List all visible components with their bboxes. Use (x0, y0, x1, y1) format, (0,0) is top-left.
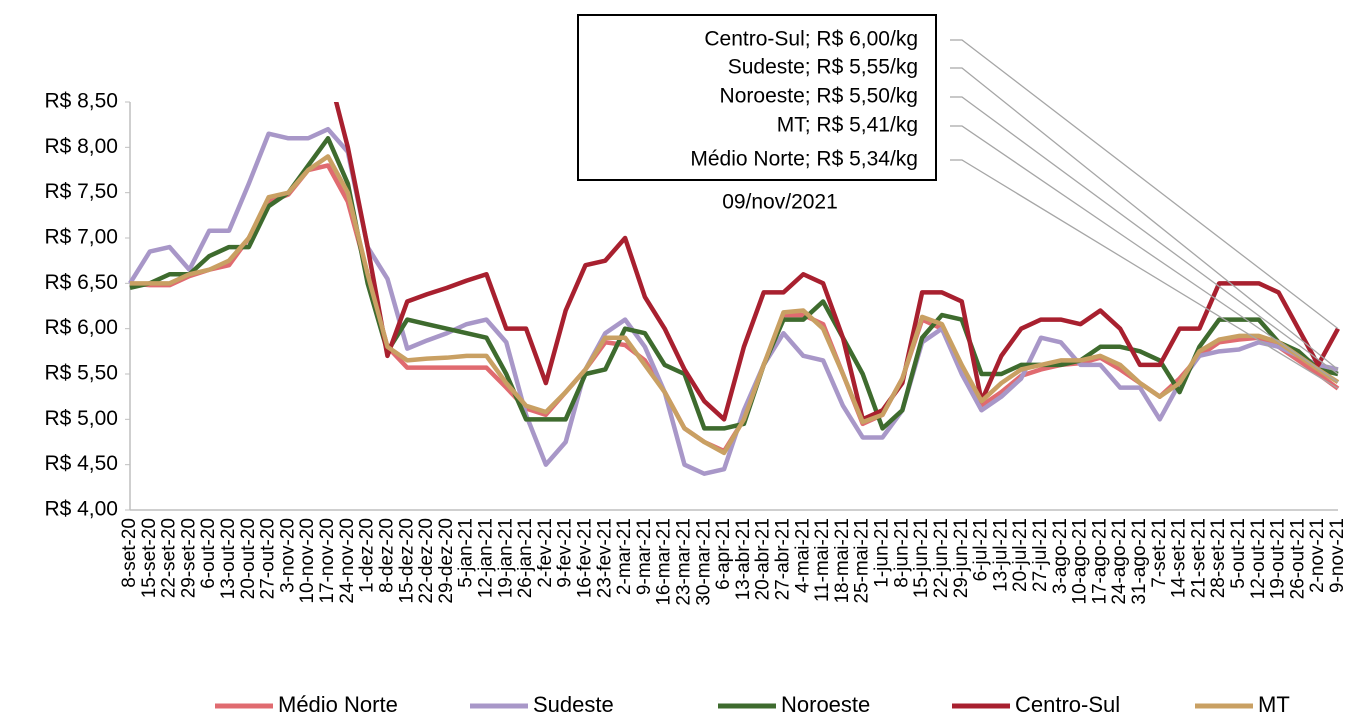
x-tick-label: 23-fev-21 (594, 518, 615, 598)
x-tick-label: 13-out-20 (218, 518, 239, 599)
x-tick-label: 8-dez-20 (376, 518, 397, 593)
y-tick-label: R$ 6,50 (44, 271, 118, 294)
y-tick-label: R$ 5,50 (44, 362, 118, 385)
x-tick-label: 2-nov-21 (1307, 518, 1328, 593)
legend-label: Médio Norte (278, 692, 398, 717)
x-tick-label: 25-mai-21 (852, 518, 873, 604)
legend-label: Centro-Sul (1015, 692, 1120, 717)
y-tick-label: R$ 8,50 (44, 90, 118, 113)
x-tick-label: 29-dez-20 (436, 518, 457, 604)
x-tick-label: 16-mar-21 (654, 518, 675, 606)
x-tick-label: 10-nov-20 (297, 518, 318, 604)
series-line (130, 154, 1340, 456)
legend-label: Sudeste (533, 692, 614, 717)
x-tick-label: 20-out-20 (238, 518, 259, 599)
y-tick-label: R$ 7,00 (44, 226, 118, 249)
x-tick-label: 6-apr-21 (713, 518, 734, 590)
x-tick-label: 31-ago-21 (1129, 518, 1150, 605)
y-tick-label: R$ 7,50 (44, 180, 118, 203)
x-tick-label: 12-out-21 (1248, 518, 1269, 599)
x-tick-label: 19-jan-21 (495, 518, 516, 598)
x-tick-label: 29-jun-21 (951, 518, 972, 598)
x-tick-label: 20-abr-21 (753, 518, 774, 600)
y-tick-label: R$ 6,00 (44, 316, 118, 339)
x-tick-label: 22-dez-20 (416, 518, 437, 604)
x-tick-label: 6-jul-21 (971, 518, 992, 581)
x-tick-label: 30-mar-21 (693, 518, 714, 606)
x-tick-label: 18-mai-21 (832, 518, 853, 604)
x-tick-label: 1-jun-21 (872, 518, 893, 588)
x-tick-label: 9-fev-21 (555, 518, 576, 588)
leader-line (950, 159, 1339, 390)
x-tick-label: 21-set-21 (1188, 518, 1209, 598)
x-tick-label: 5-jan-21 (456, 518, 477, 588)
x-tick-label: 17-nov-20 (317, 518, 338, 604)
annotation-date: 09/nov/2021 (722, 191, 838, 214)
series-line (129, 136, 1339, 431)
x-tick-label: 7-set-21 (1149, 518, 1170, 588)
x-tick-label: 15-jun-21 (911, 518, 932, 598)
x-tick-label: 23-mar-21 (674, 518, 695, 606)
x-tick-label: 8-set-20 (119, 518, 140, 588)
x-tick-label: 2-fev-21 (535, 518, 556, 588)
annotation: Centro-Sul; R$ 6,00/kg (704, 28, 918, 51)
x-tick-label: 5-out-21 (1228, 518, 1249, 589)
x-tick-label: 13-jul-21 (990, 518, 1011, 592)
legend-label: MT (1258, 692, 1290, 717)
y-tick-label: R$ 8,00 (44, 135, 118, 158)
x-tick-label: 8-jun-21 (891, 518, 912, 588)
x-tick-label: 16-fev-21 (574, 518, 595, 598)
series-line (333, 102, 1340, 422)
leader-line (950, 96, 1339, 375)
y-tick-label: R$ 4,00 (44, 498, 118, 521)
x-tick-label: 17-ago-21 (1089, 518, 1110, 605)
annotation: Sudeste; R$ 5,55/kg (728, 56, 918, 79)
x-tick-label: 14-set-21 (1169, 518, 1190, 598)
x-tick-label: 15-dez-20 (396, 518, 417, 604)
annotation: MT; R$ 5,41/kg (777, 114, 918, 137)
x-tick-label: 24-nov-20 (337, 518, 358, 604)
x-tick-label: 6-out-20 (198, 518, 219, 589)
annotation-box (577, 14, 937, 181)
x-tick-label: 10-ago-21 (1070, 518, 1091, 605)
x-tick-label: 11-mai-21 (812, 518, 833, 602)
x-tick-label: 12-jan-21 (475, 518, 496, 598)
x-tick-label: 4-mai-21 (792, 518, 813, 593)
x-tick-label: 15-set-20 (139, 518, 160, 598)
x-tick-label: 24-ago-21 (1109, 518, 1130, 605)
x-tick-label: 28-set-21 (1208, 518, 1229, 598)
x-tick-label: 20-jul-21 (1010, 518, 1031, 592)
annotation: Noroeste; R$ 5,50/kg (720, 85, 918, 108)
x-tick-label: 2-mar-21 (614, 518, 635, 595)
x-tick-label: 27-abr-21 (773, 518, 794, 600)
y-tick-label: R$ 4,50 (44, 452, 118, 475)
leader-line (950, 125, 1339, 383)
leader-line (950, 39, 1339, 330)
x-tick-label: 26-out-21 (1287, 518, 1308, 599)
x-tick-label: 9-mar-21 (634, 518, 655, 595)
x-tick-label: 13-abr-21 (733, 518, 754, 600)
annotation: Médio Norte; R$ 5,34/kg (690, 148, 918, 171)
legend-label: Noroeste (781, 692, 870, 717)
x-tick-label: 22-jun-21 (931, 518, 952, 598)
y-tick-label: R$ 5,00 (44, 407, 118, 430)
x-tick-label: 22-set-20 (159, 518, 180, 598)
leader-line (950, 67, 1339, 370)
x-tick-label: 19-out-21 (1268, 518, 1289, 599)
x-tick-label: 9-nov-21 (1327, 518, 1348, 593)
x-tick-label: 26-jan-21 (515, 518, 536, 598)
x-tick-label: 3-ago-21 (1050, 518, 1071, 594)
x-tick-label: 29-set-20 (178, 518, 199, 598)
x-tick-label: 27-jul-21 (1030, 518, 1051, 592)
x-tick-label: 27-out-20 (258, 518, 279, 599)
plot-area (128, 102, 1340, 476)
x-tick-label: 3-nov-20 (277, 518, 298, 593)
x-tick-label: 1-dez-20 (357, 518, 378, 593)
